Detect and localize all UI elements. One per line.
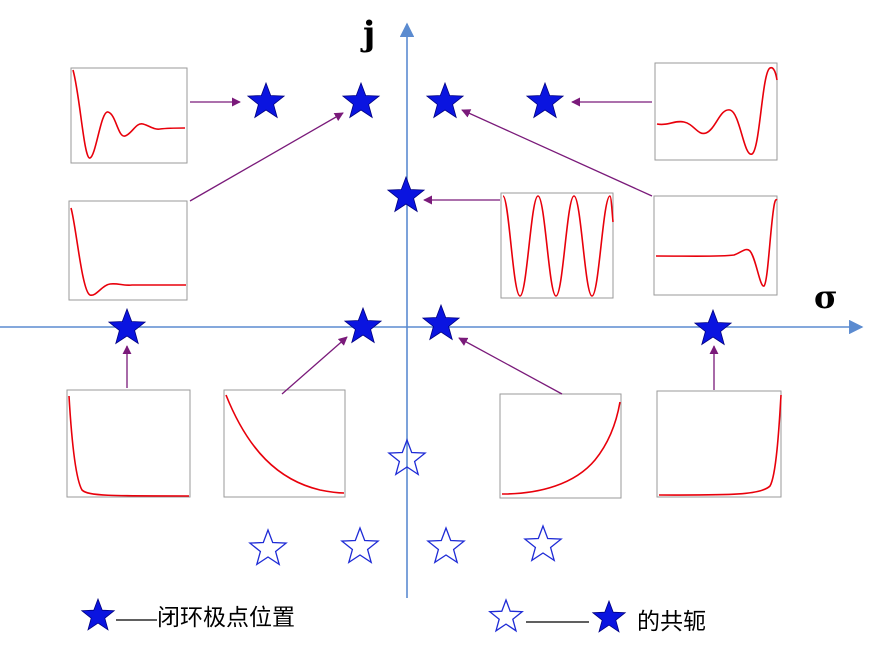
pole-star-upper-right-inner	[425, 81, 465, 119]
conjugate-star-1	[248, 528, 288, 566]
legend-filled-star-icon-2	[591, 599, 627, 633]
pole-star-real-near-left	[343, 306, 383, 344]
plot-growing-oscillation-slow	[653, 195, 778, 296]
pole-star-real-far-right	[693, 308, 733, 346]
pole-star-upper-left-inner	[341, 81, 381, 119]
conjugate-star-3	[426, 526, 466, 564]
pole-star-real-near-right	[421, 303, 461, 341]
legend-filled-star-icon	[80, 597, 116, 631]
plot-slow-growth	[499, 393, 622, 499]
plot-fast-growth	[656, 390, 782, 498]
arrow-plot-to-pole-4	[461, 109, 653, 197]
real-axis-label: σ	[814, 278, 838, 316]
arrow-plot-to-pole-8	[458, 337, 563, 395]
plot-underdamped-fast	[70, 67, 188, 164]
plot-underdamped-settling	[68, 200, 188, 301]
imaginary-axis-label: j	[363, 14, 376, 54]
conjugate-star-2	[340, 526, 380, 564]
pole-star-upper-left-outer	[246, 81, 286, 119]
conjugate-star-4	[523, 524, 563, 562]
pole-star-real-far-left	[107, 307, 147, 345]
pole-star-upper-right-outer	[525, 81, 565, 119]
plot-slow-decay	[223, 389, 346, 498]
plot-growing-oscillation	[654, 62, 778, 161]
arrow-plot-to-pole-3	[189, 112, 344, 202]
plot-fast-decay	[66, 389, 191, 498]
plot-sustained-oscillation	[500, 192, 614, 299]
conjugate-star-imag-axis	[387, 438, 427, 476]
connector-arrows	[122, 97, 719, 395]
arrow-plot-to-pole-7	[281, 336, 348, 395]
pole-markers	[80, 81, 733, 633]
legend-closed-loop-pole-label: 闭环极点位置	[157, 605, 295, 631]
legend-conjugate-label: 的共轭	[637, 609, 706, 635]
pole-star-imag-axis	[386, 175, 426, 213]
legend-hollow-star-icon	[488, 598, 524, 633]
